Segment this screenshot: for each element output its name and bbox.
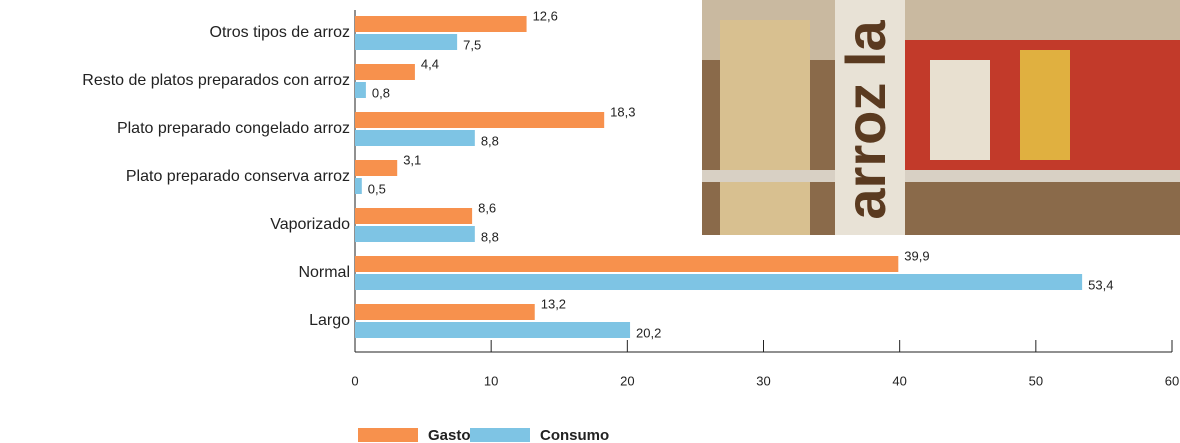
bar [355,112,604,128]
bar [355,274,1082,290]
x-tick-label: 40 [892,373,906,388]
x-tick-label: 50 [1029,373,1043,388]
legend-swatch [470,428,530,442]
value-label: 8,6 [478,200,496,215]
bar [355,226,475,242]
bar [355,160,397,176]
y-tick-label: Otros tipos de arroz [210,24,351,41]
value-label: 18,3 [610,104,635,119]
legend-swatch [358,428,418,442]
value-label: 20,2 [636,325,661,340]
value-label: 8,8 [481,229,499,244]
y-tick-label: Normal [298,264,350,281]
value-label: 0,5 [368,181,386,196]
bar [355,130,475,146]
photo-shelf [702,170,1180,182]
bar [355,178,362,194]
legend-label: Consumo [540,427,609,443]
bar [355,322,630,338]
photo-packs [1020,50,1070,160]
x-tick-label: 0 [351,373,358,388]
value-label: 3,1 [403,152,421,167]
bar [355,208,472,224]
x-tick-label: 60 [1165,373,1179,388]
bar [355,34,457,50]
legend-label: Gasto [428,427,471,443]
value-label: 13,2 [541,296,566,311]
y-tick-label: Plato preparado congelado arroz [117,120,350,137]
bar [355,256,898,272]
value-label: 4,4 [421,56,439,71]
photo: arroz la [702,0,1180,235]
y-tick-label: Vaporizado [270,216,350,233]
photo-text: arroz la [834,20,897,220]
photo-packs [930,60,990,160]
bar [355,304,535,320]
value-label: 53,4 [1088,277,1113,292]
y-tick-label: Resto de platos preparados con arroz [82,72,350,89]
value-label: 8,8 [481,133,499,148]
value-label: 0,8 [372,85,390,100]
bar [355,16,527,32]
photo-packs [720,20,810,235]
x-tick-label: 10 [484,373,498,388]
bar [355,82,366,98]
value-label: 39,9 [904,248,929,263]
x-tick-label: 30 [756,373,770,388]
chart: arroz la 0 10 20 30 40 50 60 Otros tipos de arr… [0,0,1180,443]
x-tick-label: 20 [620,373,634,388]
value-label: 12,6 [533,8,558,23]
bar [355,64,415,80]
y-tick-label: Largo [309,312,350,329]
y-tick-label: Plato preparado conserva arroz [126,168,350,185]
value-label: 7,5 [463,37,481,52]
